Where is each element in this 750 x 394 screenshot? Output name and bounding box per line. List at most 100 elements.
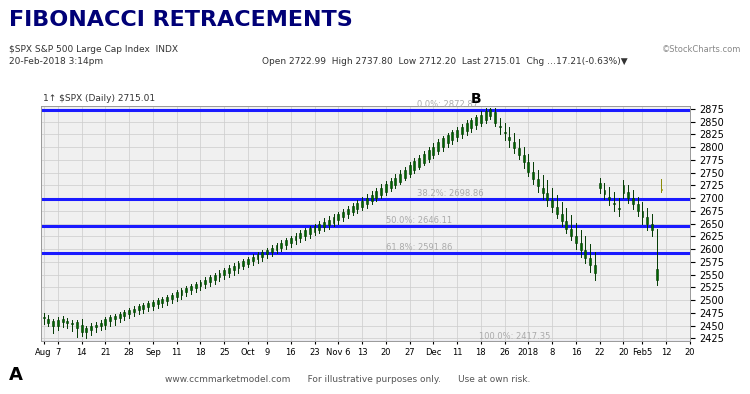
Bar — [280, 243, 282, 247]
Bar — [290, 238, 292, 243]
Bar — [598, 183, 601, 188]
Bar — [338, 214, 339, 219]
Bar — [651, 224, 653, 230]
Bar — [261, 252, 263, 257]
Bar — [43, 317, 44, 318]
Text: www.ccmmarketmodel.com      For illustrative purposes only.      Use at own risk: www.ccmmarketmodel.com For illustrative … — [165, 375, 530, 384]
Bar — [100, 323, 101, 325]
Bar — [181, 290, 182, 295]
Bar — [494, 113, 496, 123]
Bar — [399, 174, 401, 182]
Text: 100.0%: 2417.35: 100.0%: 2417.35 — [479, 332, 550, 341]
Bar — [62, 320, 64, 322]
Bar — [361, 201, 363, 207]
Bar — [419, 158, 420, 167]
Bar — [556, 207, 558, 214]
Bar — [299, 233, 302, 238]
Bar — [309, 228, 310, 234]
Bar — [385, 184, 387, 192]
Bar — [646, 217, 648, 224]
Bar — [185, 288, 188, 292]
Bar — [490, 110, 491, 115]
Bar — [366, 198, 368, 204]
Bar — [480, 115, 482, 123]
Bar — [238, 263, 239, 268]
Bar — [209, 277, 211, 282]
Bar — [537, 179, 538, 186]
Bar — [204, 280, 206, 284]
Text: FIBONACCI RETRACEMENTS: FIBONACCI RETRACEMENTS — [9, 10, 352, 30]
Bar — [613, 203, 615, 204]
Bar — [332, 217, 334, 223]
Bar — [224, 270, 225, 275]
Bar — [166, 297, 168, 301]
Bar — [86, 328, 87, 332]
Bar — [570, 229, 572, 236]
Bar — [356, 203, 358, 209]
Bar — [232, 266, 235, 270]
Bar — [566, 221, 568, 229]
Bar — [95, 325, 97, 327]
Bar — [342, 212, 344, 217]
Bar — [504, 132, 506, 133]
Bar — [53, 322, 54, 325]
Bar — [133, 309, 135, 312]
Bar — [627, 192, 629, 198]
Bar — [461, 127, 463, 134]
Bar — [152, 302, 154, 306]
Bar — [409, 165, 410, 174]
Bar — [641, 211, 644, 217]
Bar — [138, 306, 140, 310]
Text: A: A — [9, 366, 22, 384]
Bar — [390, 181, 392, 188]
Bar — [328, 219, 330, 225]
Bar — [404, 169, 406, 178]
Text: 1↑ $SPX (Daily) 2715.01: 1↑ $SPX (Daily) 2715.01 — [43, 94, 154, 103]
Bar — [509, 137, 510, 139]
Bar — [295, 236, 296, 240]
Bar — [157, 300, 159, 304]
Bar — [247, 259, 249, 264]
Bar — [476, 117, 477, 125]
Bar — [484, 112, 487, 120]
Bar — [190, 286, 192, 290]
Bar — [608, 197, 610, 199]
Bar — [542, 188, 544, 193]
Text: Open 2722.99  High 2737.80  Low 2712.20  Last 2715.01  Chg …17.21(-0.63%)▼: Open 2722.99 High 2737.80 Low 2712.20 La… — [262, 57, 628, 66]
Bar — [637, 204, 639, 211]
Bar — [437, 142, 439, 151]
Bar — [67, 322, 68, 323]
Bar — [632, 198, 634, 204]
Bar — [470, 120, 472, 128]
Bar — [346, 209, 349, 214]
Bar — [256, 254, 259, 259]
Bar — [104, 320, 106, 325]
Text: 50.0%: 2646.11: 50.0%: 2646.11 — [386, 216, 452, 225]
Bar — [161, 299, 164, 303]
Bar — [513, 142, 515, 148]
Bar — [266, 250, 268, 254]
Bar — [427, 150, 430, 160]
Text: $SPX S&P 500 Large Cap Index  INDX: $SPX S&P 500 Large Cap Index INDX — [9, 45, 178, 54]
Bar — [456, 130, 458, 137]
Text: 38.2%: 2698.86: 38.2%: 2698.86 — [417, 189, 484, 198]
Bar — [618, 208, 620, 209]
Bar — [57, 320, 58, 325]
Bar — [413, 162, 416, 170]
Bar — [323, 221, 325, 227]
Bar — [551, 200, 553, 207]
Text: 61.8%: 2591.86: 61.8%: 2591.86 — [386, 243, 452, 252]
Bar — [518, 148, 520, 155]
Text: 20-Feb-2018 3:14pm: 20-Feb-2018 3:14pm — [9, 57, 103, 66]
Bar — [81, 325, 82, 332]
Bar — [142, 305, 145, 309]
Bar — [214, 275, 216, 280]
Bar — [380, 188, 382, 195]
Text: 0.0%: 2872.87: 0.0%: 2872.87 — [417, 100, 478, 109]
Bar — [195, 284, 196, 288]
Bar — [604, 190, 605, 194]
Bar — [590, 258, 591, 266]
Bar — [318, 224, 320, 230]
Bar — [47, 320, 50, 323]
Bar — [110, 318, 111, 321]
